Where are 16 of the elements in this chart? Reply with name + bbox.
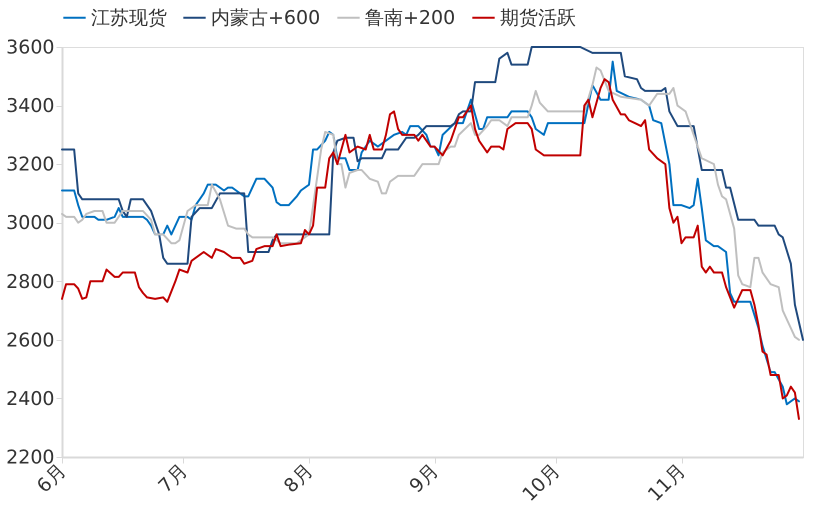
x-tick-label: 11月 [644,460,690,506]
legend-label: 江苏现货 [91,6,167,29]
x-tick-label: 9月 [405,460,443,498]
x-tick-label: 7月 [154,460,192,498]
y-tick-label: 2600 [6,329,54,352]
x-tick-label: 10月 [518,460,564,506]
x-tick-label: 8月 [280,460,318,498]
legend-label: 内蒙古+600 [211,6,320,29]
y-tick-label: 3200 [6,154,54,176]
legend-label: 鲁南+200 [365,6,456,29]
y-tick-label: 3600 [6,36,54,58]
legend-label: 期货活跃 [500,6,576,29]
y-tick-label: 2800 [6,270,54,293]
y-tick-label: 3400 [6,95,54,118]
y-tick-label: 2400 [6,388,54,410]
y-tick-label: 3000 [6,212,54,234]
